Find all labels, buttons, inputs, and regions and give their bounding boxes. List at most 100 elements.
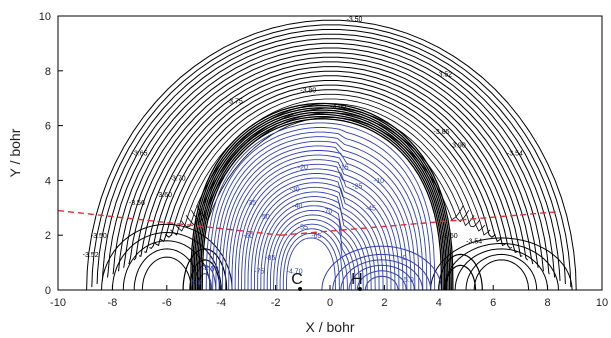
positive-contour-label: 5.0 (192, 280, 202, 287)
positive-contour-label: -15 (339, 164, 349, 171)
negative-contour-line (454, 248, 549, 291)
positive-contour-line (250, 186, 380, 291)
negative-contour-label: -3.54 (466, 238, 482, 245)
y-tick-label: 8 (45, 66, 51, 78)
negative-contour-line (112, 42, 550, 275)
positive-contour-label: -50 (260, 214, 270, 221)
positive-contour-line (247, 182, 384, 291)
positive-contour-line (221, 145, 416, 291)
negative-contour-line (159, 84, 502, 243)
y-tick-label: 6 (45, 121, 51, 133)
positive-contour-label: 5.0 (404, 277, 414, 284)
negative-contour-line (149, 75, 512, 250)
positive-contour-label: -65 (311, 233, 321, 240)
x-axis-label: X / bohr (305, 319, 354, 335)
x-tick-label: -6 (162, 297, 172, 309)
negative-contour-line (128, 56, 534, 265)
negative-contour-line (194, 109, 449, 291)
positive-contour-line (260, 200, 368, 291)
positive-contour-line (266, 209, 360, 291)
negative-contour-label: -3.50 (346, 16, 362, 23)
x-axis-ticks: -10 -8 -6 -4 -2 0 2 4 6 8 10 (50, 285, 608, 309)
negative-contour-line (141, 256, 192, 291)
negative-contour-line (430, 237, 573, 291)
positive-contour-label: -60 (243, 233, 253, 240)
negative-contour-label: -3.56 (129, 200, 145, 207)
positive-contour-line (364, 275, 399, 291)
x-tick-label: 4 (436, 297, 442, 309)
x-tick-label: 10 (596, 297, 608, 309)
negative-contour-label: -3.80 (300, 88, 316, 95)
positive-contour-label: -70 (322, 208, 332, 215)
negative-contour-line (193, 107, 451, 291)
atom-label: C (291, 271, 303, 288)
negative-contour-label: -3.52 (83, 252, 99, 259)
positive-contour-line (282, 232, 340, 291)
y-tick-label: 10 (39, 11, 51, 23)
negative-contour-line (144, 70, 518, 254)
negative-contour-line (154, 80, 507, 247)
positive-contour-line (208, 127, 432, 291)
positive-contour-line (321, 245, 442, 291)
negative-contour-line (133, 248, 200, 291)
negative-contour-line (164, 89, 496, 238)
x-tick-label: 2 (381, 297, 387, 309)
negative-contour-label: -3.50 (442, 233, 458, 240)
negative-contour-line (201, 118, 443, 291)
positive-contour-label: -35 (246, 200, 256, 207)
positive-contour-label: -40 (292, 203, 302, 210)
negative-contour-line (101, 33, 561, 281)
negative-contour-line (191, 105, 452, 291)
negative-contour-line (190, 102, 454, 291)
positive-contour-line (237, 168, 396, 291)
positive-contour-line (218, 140, 420, 291)
y-tick-label: 2 (45, 230, 51, 242)
positive-contour-line (225, 150, 412, 291)
contour-lines (86, 19, 577, 291)
x-tick-label: 0 (327, 297, 333, 309)
positive-contour-label: -85 (265, 255, 275, 262)
negative-contour-line (170, 93, 491, 236)
negative-contour-line (118, 47, 544, 272)
positive-contour-label: -55 (298, 225, 308, 232)
contour-labels: -3.50 -3.52 -3.54 -3.56 -3.60 -3.65 -3.70 -3.75… (83, 16, 523, 286)
negative-contour-label: -3.52 (436, 71, 452, 78)
positive-contour-line (340, 259, 423, 291)
positive-contour-line (231, 159, 404, 291)
negative-contour-line (91, 24, 572, 288)
dividing-line-right (280, 211, 556, 236)
negative-contour-line (198, 113, 446, 291)
negative-contour-label: -3.54 (507, 151, 523, 158)
negative-contour-line (196, 111, 448, 291)
negative-contour-line (123, 52, 539, 268)
negative-contour-label: -3.65 (132, 151, 148, 158)
positive-contour-label: -20 (298, 164, 308, 171)
positive-contour-line (253, 191, 376, 291)
positive-contour-line (234, 163, 400, 291)
positive-contour-label: -45 (366, 206, 376, 213)
negative-contour-line (199, 115, 444, 291)
atom-label: H (351, 271, 363, 288)
positive-contour-label: -4.50 (202, 266, 218, 273)
positive-contour-line (215, 136, 424, 291)
negative-contour-label: -3.50 (91, 233, 107, 240)
positive-contour-label: -4.70 (287, 269, 303, 276)
positive-contour-line (244, 177, 388, 291)
y-axis-label: Y / bohr (7, 128, 23, 177)
positive-contour-label: -10 (374, 178, 384, 185)
positive-contour-label: -0 (400, 255, 406, 262)
negative-contour-label: -3.90 (450, 143, 466, 150)
x-tick-label: -8 (108, 297, 118, 309)
dividing-lines (57, 209, 556, 236)
positive-contour-line (205, 122, 436, 291)
positive-contour-line (356, 270, 407, 291)
positive-contour-line (228, 154, 408, 291)
negative-contour-line (189, 259, 221, 291)
negative-contour-line (443, 242, 559, 291)
positive-contour-line (276, 223, 348, 291)
negative-contour-label: -4.00 (330, 104, 346, 111)
positive-contour-label: -30 (290, 186, 300, 193)
x-tick-label: -10 (50, 297, 66, 309)
positive-contour-label: -75 (254, 269, 264, 276)
